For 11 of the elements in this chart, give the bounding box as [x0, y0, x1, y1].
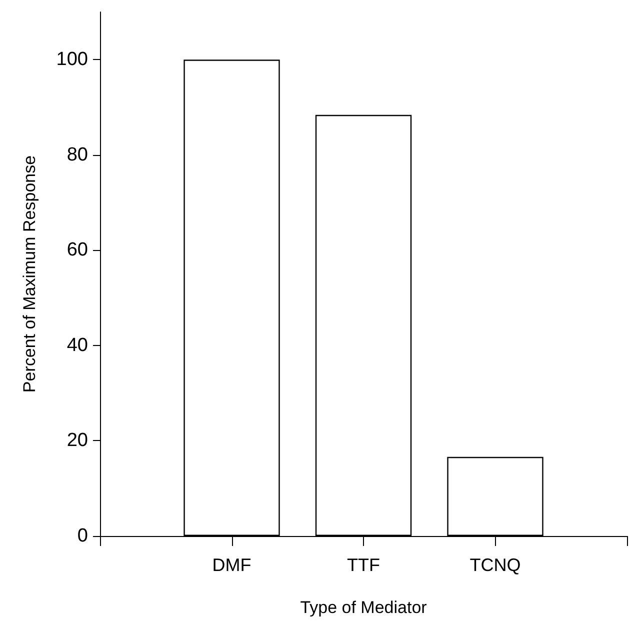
- y-tick-label: 100: [56, 49, 88, 70]
- y-tick-label: 80: [66, 144, 88, 166]
- x-tick-label: TCNQ: [470, 555, 521, 575]
- y-axis-title: Percent of Maximum Response: [20, 155, 39, 393]
- y-tick-label: 0: [77, 526, 88, 546]
- y-tick-label: 20: [66, 430, 88, 452]
- x-axis-title: Type of Mediator: [300, 598, 428, 617]
- y-tick-label: 60: [66, 240, 88, 261]
- x-tick-label: DMF: [212, 555, 252, 575]
- y-tick-label: 40: [66, 334, 88, 356]
- x-tick-label: TTF: [347, 555, 380, 575]
